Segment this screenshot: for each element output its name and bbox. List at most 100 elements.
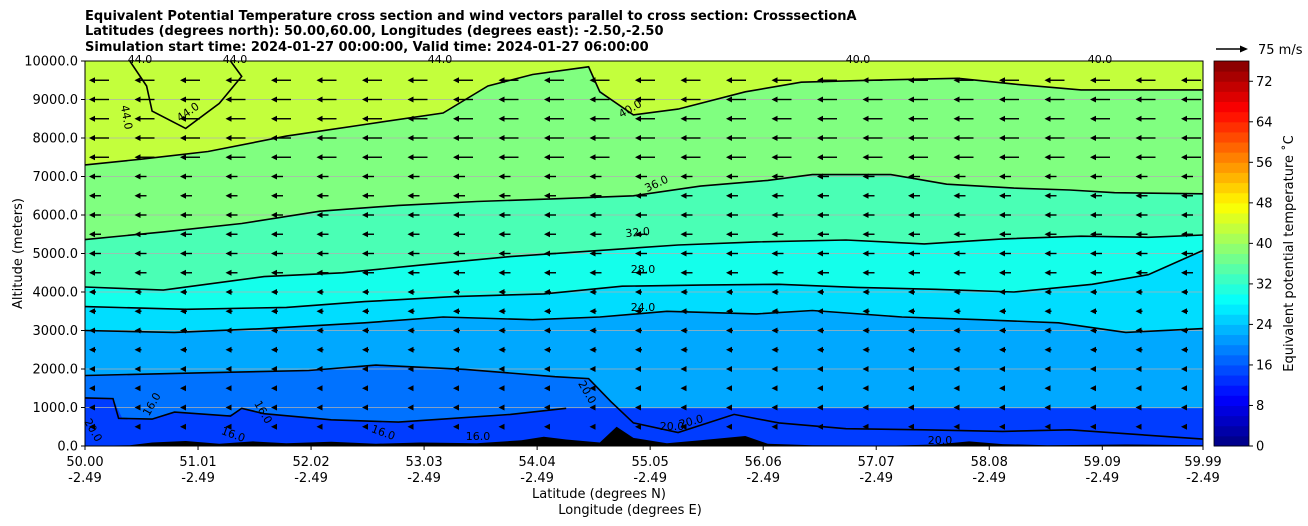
wind-vector-head xyxy=(498,96,505,103)
wind-vector-head xyxy=(362,289,368,295)
wind-vector-head xyxy=(999,250,1005,257)
colorbar-tick-label: 40 xyxy=(1256,237,1273,252)
colorbar-segment xyxy=(1214,263,1249,275)
wind-vector-head xyxy=(953,346,960,353)
wind-vector-head xyxy=(908,308,914,315)
colorbar-tick-label: 64 xyxy=(1256,115,1273,130)
wind-vector-head xyxy=(316,423,323,430)
wind-vector-head xyxy=(817,404,823,411)
wind-vector-head xyxy=(953,366,960,372)
wind-vector-head xyxy=(271,173,277,180)
wind-vector-head xyxy=(680,212,687,218)
wind-vector-head xyxy=(362,173,368,180)
wind-vector-head xyxy=(271,289,277,295)
x-tick-label-lon: -2.49 xyxy=(1186,471,1220,486)
wind-vector-head xyxy=(680,135,687,141)
wind-vector-head xyxy=(908,135,914,141)
wind-vector-head xyxy=(680,231,687,238)
chart-title-line-2: Latitudes (degrees north): 50.00,60.00, … xyxy=(85,24,664,39)
wind-vector-head xyxy=(89,192,95,199)
wind-vector-head xyxy=(908,385,914,392)
wind-vector-head xyxy=(89,96,95,103)
wind-vector-head xyxy=(544,346,550,353)
wind-vector-head xyxy=(771,77,778,84)
wind-vector-head xyxy=(726,135,732,141)
wind-vector-head xyxy=(180,346,186,353)
wind-vector-head xyxy=(316,135,323,141)
wind-vector-head xyxy=(407,173,414,180)
wind-vector-head xyxy=(1090,154,1096,161)
wind-vector-head xyxy=(544,115,550,122)
x-tick-label-lat: 50.00 xyxy=(66,455,103,470)
contour-label: 44.0 xyxy=(118,104,135,130)
y-ticks: 0.0 1000.0 2000.0 3000.0 4000.0 5000.0 6000.0 7… xyxy=(24,55,85,455)
wind-vector-head xyxy=(1090,385,1096,392)
wind-vector-head xyxy=(498,212,505,218)
wind-vector-head xyxy=(1181,154,1187,161)
wind-vector-head xyxy=(817,327,823,334)
contour-line-20 xyxy=(85,364,1203,440)
wind-vector-head xyxy=(316,96,323,103)
wind-vector-head xyxy=(362,154,368,161)
wind-vector-head xyxy=(544,231,550,238)
wind-vector-head xyxy=(635,212,641,218)
wind-vector-head xyxy=(134,135,141,141)
colorbar-tick-label: 48 xyxy=(1256,196,1273,211)
wind-vector-head xyxy=(953,423,960,430)
wind-vector-head xyxy=(89,231,95,238)
colorbar-segment xyxy=(1214,283,1249,295)
wind-vector-head xyxy=(999,327,1005,334)
wind-vector-head xyxy=(635,327,641,334)
wind-vector-head xyxy=(589,346,596,353)
wind-vector-head xyxy=(1181,135,1187,141)
contour-label: 40.0 xyxy=(846,53,871,66)
wind-vector-head xyxy=(134,212,141,218)
x-tick-label-lon: -2.49 xyxy=(520,471,554,486)
wind-vector-head xyxy=(271,404,277,411)
wind-vector-head xyxy=(908,115,914,122)
wind-vector-head xyxy=(180,289,186,295)
colorbar-segment xyxy=(1214,111,1249,123)
wind-vector-head xyxy=(999,231,1005,238)
wind-vector-head xyxy=(1090,96,1096,103)
wind-vector-head xyxy=(999,308,1005,315)
colorbar-segment xyxy=(1214,334,1249,346)
wind-vector-head xyxy=(1181,289,1187,295)
wind-vector-head xyxy=(1135,404,1142,411)
wind-vector-head xyxy=(89,423,95,430)
wind-vector-head xyxy=(271,346,277,353)
wind-vector-head xyxy=(271,423,277,430)
wind-vector-head xyxy=(1090,327,1096,334)
colorbar-segment xyxy=(1214,344,1249,356)
wind-vector-head xyxy=(817,135,823,141)
wind-vector-head xyxy=(271,250,277,257)
wind-vector-head xyxy=(316,250,323,257)
wind-vector-head xyxy=(589,327,596,334)
wind-vector-head xyxy=(453,77,459,84)
wind-vector-head xyxy=(862,115,869,122)
wind-vector-head xyxy=(1181,385,1187,392)
contour-label: 20.0 xyxy=(928,434,953,447)
wind-vector-head xyxy=(453,423,459,430)
wind-vector-head xyxy=(180,115,186,122)
wind-vector-head xyxy=(1135,231,1142,238)
wind-vector-head xyxy=(1181,77,1187,84)
wind-vector-head xyxy=(544,308,550,315)
wind-vector-head xyxy=(225,173,232,180)
colorbar-segment xyxy=(1214,223,1249,234)
wind-vector-head xyxy=(407,308,414,315)
wind-vector-head xyxy=(134,269,141,276)
wind-vector-head xyxy=(1090,423,1096,430)
wind-vector-head xyxy=(726,212,732,218)
contour-line-32 xyxy=(85,234,1203,291)
contour-line-16 xyxy=(85,397,567,423)
colorbar-segment xyxy=(1214,364,1249,376)
wind-vector-head xyxy=(680,250,687,257)
wind-vector-head xyxy=(180,173,186,180)
wind-vector-head xyxy=(635,231,641,238)
colorbar-segment xyxy=(1214,182,1249,194)
wind-vector-head xyxy=(134,192,141,199)
colorbar-segment xyxy=(1214,324,1249,336)
wind-vector-head xyxy=(908,423,914,430)
